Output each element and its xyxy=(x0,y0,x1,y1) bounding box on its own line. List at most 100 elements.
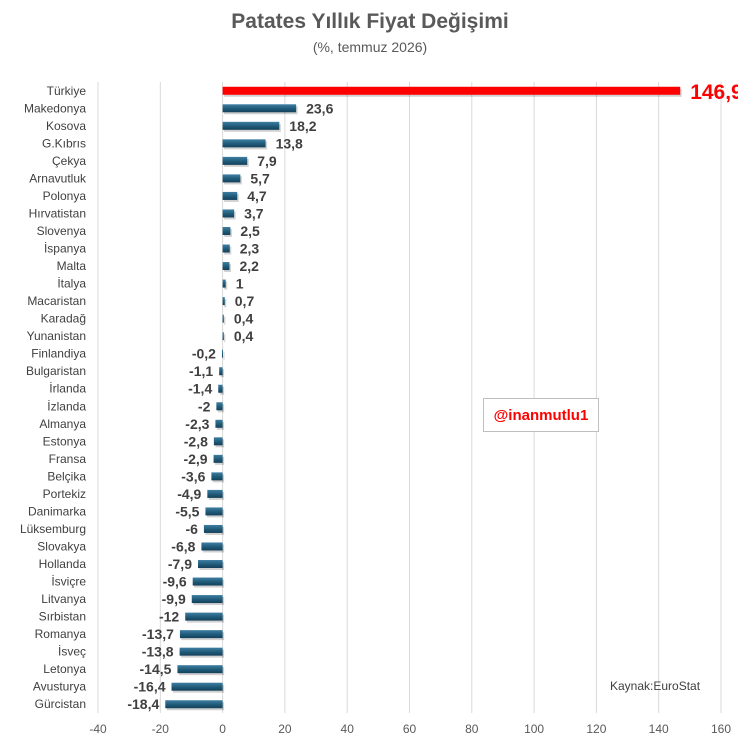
data-label: -1,4 xyxy=(188,381,212,397)
bar xyxy=(222,314,224,323)
data-label: 0,7 xyxy=(235,293,255,309)
data-label: 2,2 xyxy=(239,258,259,274)
bar xyxy=(222,209,235,218)
x-tick-label: 20 xyxy=(278,722,292,736)
category-label: Letonya xyxy=(43,662,86,676)
data-label: -3,6 xyxy=(181,468,205,484)
x-tick-label: 60 xyxy=(403,722,417,736)
category-label: Avusturya xyxy=(33,680,86,694)
bar xyxy=(205,507,223,516)
bar xyxy=(222,262,230,271)
x-tick-label: 40 xyxy=(341,722,355,736)
data-label: -14,5 xyxy=(140,661,172,677)
category-label: Çekya xyxy=(52,154,86,168)
bar xyxy=(165,700,223,709)
category-label: Hollanda xyxy=(39,557,87,571)
category-label: İspanya xyxy=(44,242,86,256)
data-label: 3,7 xyxy=(244,205,264,221)
data-label: 5,7 xyxy=(250,170,270,186)
data-label: -4,9 xyxy=(177,486,201,502)
bar xyxy=(171,682,223,691)
category-label: Slovenya xyxy=(37,224,87,238)
data-label: -12 xyxy=(159,609,179,625)
data-label: 2,3 xyxy=(240,241,260,257)
category-label: Sırbistan xyxy=(39,610,86,624)
category-label: İrlanda xyxy=(49,382,86,396)
bar xyxy=(221,349,223,358)
bar xyxy=(179,630,223,639)
data-label: -1,1 xyxy=(189,363,213,379)
category-label: Gürcistan xyxy=(35,697,86,711)
data-label: 2,5 xyxy=(240,223,260,239)
bar xyxy=(222,86,681,95)
data-label: 0,4 xyxy=(234,328,254,344)
data-label: -13,8 xyxy=(142,644,174,660)
bar xyxy=(192,577,223,586)
category-label: Romanya xyxy=(35,627,87,641)
data-label: 23,6 xyxy=(306,100,333,116)
data-label: -16,4 xyxy=(134,679,166,695)
category-label: Arnavutluk xyxy=(29,171,87,185)
bar xyxy=(213,454,223,463)
data-label: -6 xyxy=(185,521,198,537)
category-label: İtalya xyxy=(57,277,86,291)
bar xyxy=(207,489,223,498)
category-label: Fransa xyxy=(49,452,87,466)
bar xyxy=(222,279,226,288)
bar xyxy=(191,595,223,604)
bars xyxy=(165,86,682,711)
category-label: Belçika xyxy=(47,469,86,483)
category-label: G.Kıbrıs xyxy=(42,136,86,150)
data-label: -6,8 xyxy=(171,538,195,554)
bar xyxy=(185,612,223,621)
category-label: Slovakya xyxy=(37,539,86,553)
category-label: Makedonya xyxy=(24,101,86,115)
bar xyxy=(222,191,238,200)
data-label: -2,9 xyxy=(183,451,207,467)
chart-subtitle: (%, temmuz 2026) xyxy=(313,39,427,55)
data-label: 4,7 xyxy=(247,188,267,204)
data-label: -2,8 xyxy=(184,433,208,449)
bar xyxy=(215,419,223,428)
category-label: Danimarka xyxy=(28,504,86,518)
category-label: Macaristan xyxy=(27,294,86,308)
x-tick-label: -20 xyxy=(152,722,170,736)
data-label: 146,9 xyxy=(690,81,738,104)
data-label: 18,2 xyxy=(289,118,316,134)
data-label: -0,2 xyxy=(192,346,216,362)
category-label: Hırvatistan xyxy=(29,206,86,220)
data-label: -18,4 xyxy=(127,696,159,712)
bar xyxy=(216,402,223,411)
category-label: İsviçre xyxy=(51,575,86,589)
bar xyxy=(222,226,231,235)
category-label: İsveç xyxy=(58,645,86,659)
bar xyxy=(222,104,297,113)
x-tick-label: 140 xyxy=(649,722,669,736)
bar xyxy=(197,560,223,569)
data-label: -7,9 xyxy=(168,556,192,572)
bar-shadow xyxy=(223,351,225,360)
bar xyxy=(222,139,266,148)
bar xyxy=(177,665,223,674)
category-labels: Türkiye Makedonya Kosova G.Kıbrıs Çekya Arnav… xyxy=(20,84,87,711)
bar xyxy=(179,647,223,656)
bar xyxy=(222,156,248,165)
bar xyxy=(222,121,280,130)
data-label: -5,5 xyxy=(175,503,199,519)
data-label: 0,4 xyxy=(234,311,254,327)
category-label: Finlandiya xyxy=(31,347,86,361)
bar xyxy=(201,542,223,551)
bar xyxy=(211,472,223,481)
category-label: İzlanda xyxy=(47,399,86,413)
category-label: Estonya xyxy=(43,434,87,448)
bar xyxy=(203,524,223,533)
x-tick-label: -40 xyxy=(89,722,107,736)
category-label: Türkiye xyxy=(47,84,87,98)
chart-title: Patates Yıllık Fiyat Değişimi xyxy=(231,10,508,33)
bar xyxy=(213,437,223,446)
source-note: Kaynak:EuroStat xyxy=(610,679,701,693)
bar xyxy=(222,174,241,183)
data-label: 1 xyxy=(236,276,244,292)
category-label: Almanya xyxy=(39,417,86,431)
